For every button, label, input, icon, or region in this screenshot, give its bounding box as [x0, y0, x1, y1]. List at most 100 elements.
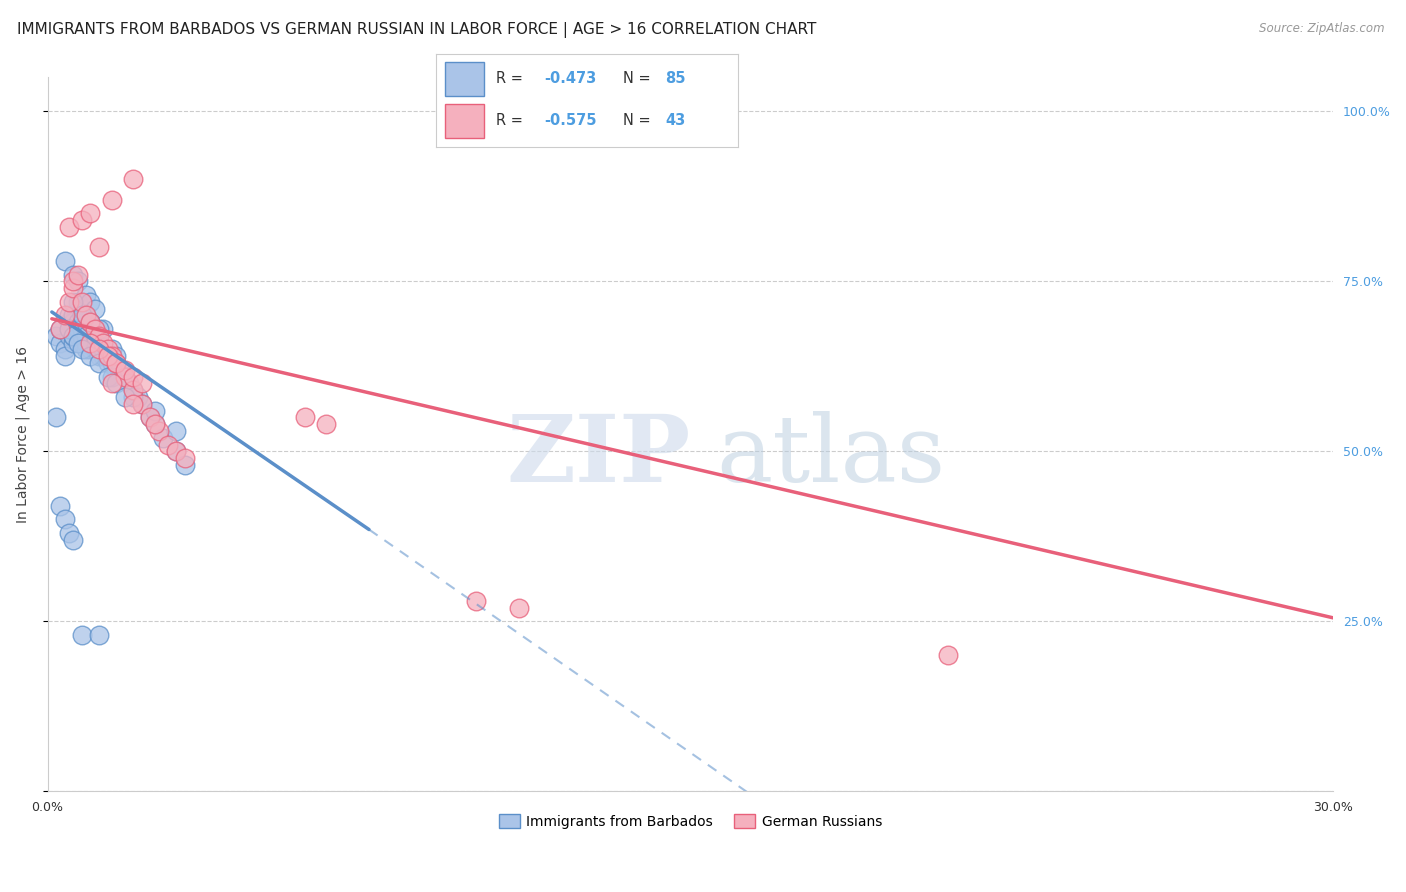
Point [101, 356, 124, 370]
Point [131, 376, 153, 391]
Point [152, 431, 174, 445]
Text: N =: N = [623, 113, 655, 128]
Point [66, 268, 89, 282]
Point [97, 349, 120, 363]
Text: ZIP: ZIP [506, 411, 690, 500]
Point [101, 376, 124, 391]
Point [315, 417, 337, 432]
Point [66, 294, 89, 309]
Point [62, 328, 84, 343]
Point [122, 397, 145, 411]
Point [70, 301, 93, 316]
Point [91, 322, 114, 336]
Point [83, 322, 105, 336]
Point [66, 315, 89, 329]
Point [156, 437, 179, 451]
Point [118, 376, 141, 391]
Point [87, 628, 110, 642]
Text: 43: 43 [665, 113, 686, 128]
Point [122, 390, 145, 404]
Point [110, 363, 132, 377]
Point [75, 309, 97, 323]
Point [165, 444, 187, 458]
Point [465, 594, 488, 608]
Point [58, 322, 80, 336]
Text: 85: 85 [665, 71, 686, 87]
Point [75, 335, 97, 350]
Point [101, 369, 124, 384]
Point [45, 410, 67, 425]
Point [105, 363, 128, 377]
Point [79, 315, 101, 329]
Y-axis label: In Labor Force | Age > 16: In Labor Force | Age > 16 [15, 346, 30, 523]
Point [58, 219, 80, 234]
Point [53, 254, 76, 268]
Text: -0.473: -0.473 [544, 71, 598, 87]
Point [79, 349, 101, 363]
Point [122, 383, 145, 397]
Point [66, 274, 89, 288]
Point [87, 328, 110, 343]
Point [173, 451, 195, 466]
Point [131, 397, 153, 411]
Point [101, 349, 124, 363]
Point [70, 213, 93, 227]
Text: atlas: atlas [716, 411, 945, 500]
Point [122, 369, 145, 384]
Point [62, 322, 84, 336]
Text: N =: N = [623, 71, 655, 87]
Point [97, 343, 120, 357]
Point [45, 328, 67, 343]
Point [83, 322, 105, 336]
Point [122, 172, 145, 186]
Point [91, 335, 114, 350]
Point [508, 600, 530, 615]
Point [79, 206, 101, 220]
Point [87, 356, 110, 370]
Point [139, 410, 162, 425]
Point [70, 628, 93, 642]
Point [87, 343, 110, 357]
Text: -0.575: -0.575 [544, 113, 598, 128]
Point [75, 328, 97, 343]
Point [114, 363, 136, 377]
Point [49, 322, 72, 336]
Point [62, 281, 84, 295]
Point [66, 322, 89, 336]
Point [127, 390, 149, 404]
Point [91, 349, 114, 363]
Point [70, 335, 93, 350]
Point [294, 410, 316, 425]
Point [49, 499, 72, 513]
Point [101, 193, 124, 207]
Point [79, 335, 101, 350]
Point [97, 356, 120, 370]
Legend: Immigrants from Barbados, German Russians: Immigrants from Barbados, German Russian… [494, 808, 887, 834]
Point [79, 335, 101, 350]
Point [58, 294, 80, 309]
Point [53, 512, 76, 526]
Point [62, 268, 84, 282]
Point [101, 343, 124, 357]
Point [62, 294, 84, 309]
Point [53, 349, 76, 363]
Point [148, 424, 170, 438]
Point [62, 533, 84, 547]
Point [58, 322, 80, 336]
Point [143, 403, 166, 417]
Point [165, 424, 187, 438]
Point [105, 356, 128, 370]
Text: IMMIGRANTS FROM BARBADOS VS GERMAN RUSSIAN IN LABOR FORCE | AGE > 16 CORRELATION: IMMIGRANTS FROM BARBADOS VS GERMAN RUSSI… [17, 22, 817, 38]
Point [165, 444, 187, 458]
Point [62, 328, 84, 343]
Point [49, 322, 72, 336]
Point [122, 383, 145, 397]
Text: R =: R = [496, 71, 527, 87]
Point [79, 343, 101, 357]
Point [97, 349, 120, 363]
Point [66, 335, 89, 350]
Point [70, 294, 93, 309]
Point [105, 376, 128, 391]
Point [105, 349, 128, 363]
Point [58, 525, 80, 540]
